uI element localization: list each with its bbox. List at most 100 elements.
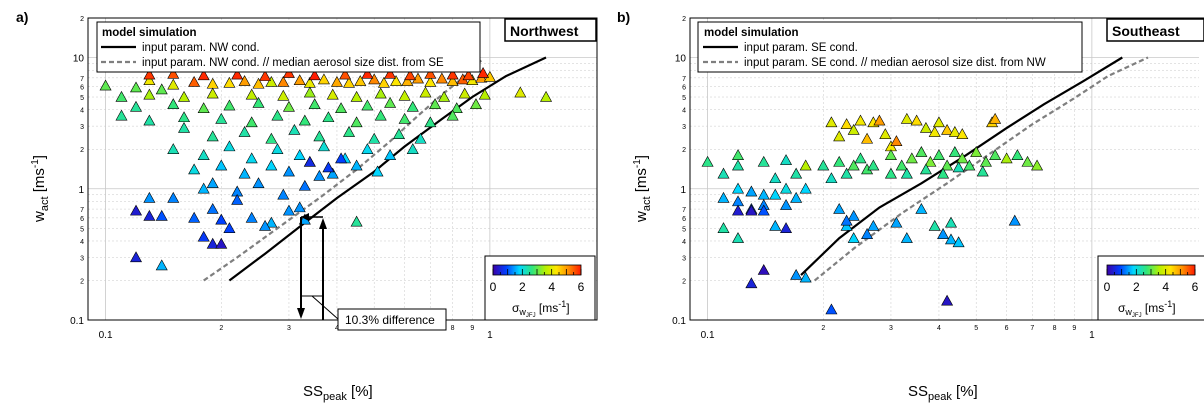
data-point [143,191,156,203]
data-point [732,159,745,171]
y-axis-title-a: wact [ms-1] [30,155,51,223]
data-point [115,109,128,121]
data-point [265,216,278,228]
data-point [390,75,403,86]
data-point [384,149,397,160]
data-point [188,211,201,223]
data-point [368,73,381,85]
y-minor-tick-label: 5 [682,226,686,233]
data-point [1011,149,1024,160]
data-point [854,114,867,126]
annotation-leader [311,295,339,320]
colorbar-title-a: σwJFJ [ms-1] [512,299,570,319]
data-point [919,163,932,175]
colorbar-ticks-a: 0 2 4 6 [490,269,585,294]
data-point [717,222,730,233]
y-minor-tick-label: 7 [80,76,84,83]
data-point [215,237,228,249]
y-tick-label: 0.1 [672,316,686,327]
data-point [361,143,374,154]
data-point [825,172,838,184]
y-tick-label: 10 [675,54,687,65]
data-point [350,215,363,227]
data-point [732,204,745,216]
data-point [335,102,348,114]
data-point [155,259,168,271]
data-point [245,152,258,164]
data-point [757,204,770,216]
colorbar-tick-label: 2 [519,280,526,294]
data-point [478,88,491,100]
x-minor-tick-label: 2 [821,325,825,332]
y-tick-label: 10 [73,54,85,65]
data-point [429,98,442,110]
y-minor-tick-label: 4 [80,239,84,246]
data-point [514,86,527,98]
data-point [732,182,745,194]
data-point [308,69,321,81]
data-point [989,112,1002,124]
data-point [238,75,251,86]
data-point [401,75,414,86]
x-axis-title-b: SSpeak [%] [908,383,978,403]
y-minor-tick-label: 2 [682,147,686,154]
data-point [840,167,853,179]
data-point [143,209,156,221]
data-point [361,99,374,111]
data-point [900,232,913,243]
data-point [790,268,803,280]
data-point [732,232,745,243]
data-point [223,76,236,88]
data-point [384,67,397,79]
data-point [419,86,432,98]
y-tick-label: 1 [680,185,686,196]
data-point [398,89,411,101]
data-point [989,149,1002,160]
data-point [769,188,782,200]
y-minor-tick-label: 2 [80,147,84,154]
data-point [374,109,387,121]
data-point [910,114,923,126]
data-point [155,209,168,221]
plot-area-b [701,56,1149,315]
data-point [745,204,758,216]
data-point [780,182,793,194]
data-point [368,132,381,144]
annotation-arrow-left [301,213,309,221]
data-point [1031,159,1044,171]
x-minor-tick-label: 4 [335,325,339,332]
x-tick-label: 1 [487,330,493,341]
y-minor-tick-label: 2 [80,278,84,285]
data-point [197,149,210,160]
data-point [282,100,295,112]
y-minor-tick-label: 3 [682,255,686,262]
data-point [799,271,812,283]
data-point [941,159,954,171]
data-point [188,163,201,175]
data-point [167,67,180,79]
data-point [1000,152,1013,164]
data-point [330,75,343,87]
data-point [890,135,903,146]
annotation-arrow-up [319,218,327,229]
data-point [825,116,838,128]
data-point [945,216,958,228]
data-point [941,123,954,135]
colorbar-tick-label: 4 [1162,280,1169,294]
data-point [259,70,272,81]
model-line-dashed [814,56,1149,282]
model-line-solid [800,56,1123,276]
region-box-a [504,18,597,42]
y-minor-tick-label: 5 [80,95,84,102]
data-point [252,77,265,89]
data-point [245,116,258,128]
data-point [937,228,950,239]
data-point [833,202,846,214]
data-point [374,87,387,99]
data-point [339,68,352,80]
data-point [769,172,782,184]
model-line-solid [228,56,547,282]
data-point [928,219,941,231]
data-point [780,154,793,165]
y-axis-title-b: wact [ms-1] [632,155,653,223]
